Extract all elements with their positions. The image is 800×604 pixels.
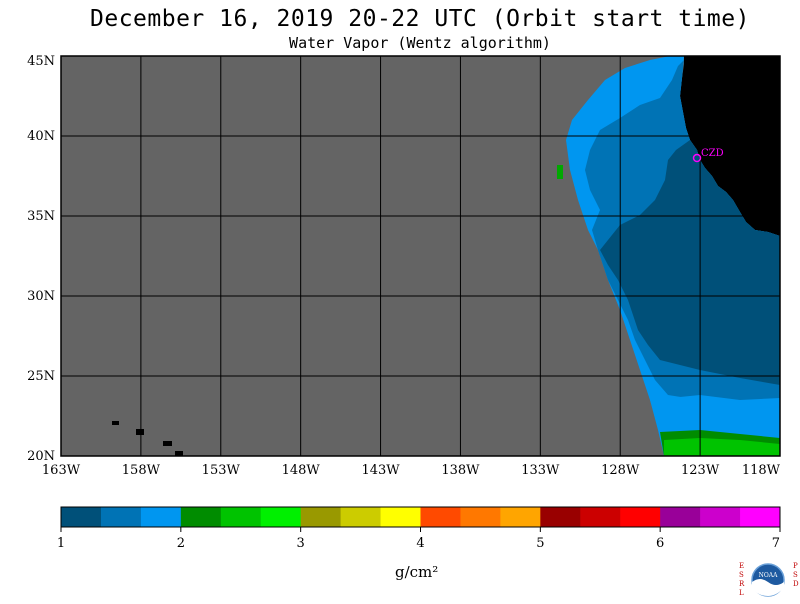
colorbar-tick-label: 5 xyxy=(536,536,544,551)
colorbar-swatch xyxy=(660,507,701,527)
colorbar-swatch xyxy=(460,507,501,527)
colorbar-swatch xyxy=(700,507,741,527)
lat-lon-grid xyxy=(61,56,780,456)
colorbar-ticks: 1 2 3 4 5 6 7 xyxy=(57,527,781,551)
longitude-label: 158W xyxy=(122,463,161,478)
latitude-label: 45N xyxy=(27,54,55,69)
longitude-label: 163W xyxy=(42,463,81,478)
longitude-label: 153W xyxy=(202,463,241,478)
longitude-label: 118W xyxy=(742,463,781,478)
latitude-labels: 45N 40N 35N 30N 25N 20N xyxy=(27,54,55,464)
colorbar-swatch xyxy=(140,507,182,527)
svg-text:NOAA: NOAA xyxy=(759,572,779,579)
colorbar-swatch xyxy=(220,507,262,527)
colorbar-tick-label: 7 xyxy=(772,536,780,551)
colorbar-tick-label: 4 xyxy=(416,536,424,551)
colorbar-swatch xyxy=(100,507,142,527)
longitude-label: 123W xyxy=(681,463,720,478)
colorbar-swatch xyxy=(420,507,461,527)
colorbar xyxy=(60,506,781,528)
colorbar-swatch xyxy=(340,507,382,527)
colorbar-swatch xyxy=(61,507,102,527)
latitude-label: 25N xyxy=(27,369,55,384)
svg-text:PSD: PSD xyxy=(793,562,799,588)
swath-band-light xyxy=(650,395,780,434)
colorbar-swatch xyxy=(300,507,342,527)
station-label: CZD xyxy=(701,148,724,159)
colorbar-swatch xyxy=(540,507,581,527)
map-title: December 16, 2019 20-22 UTC (Orbit start… xyxy=(90,6,750,32)
colorbar-swatch xyxy=(620,507,661,527)
map-subtitle: Water Vapor (Wentz algorithm) xyxy=(289,34,551,52)
latitude-label: 20N xyxy=(27,449,55,464)
colorbar-tick-label: 2 xyxy=(177,536,185,551)
colorbar-tick-label: 1 xyxy=(57,536,65,551)
green-patch xyxy=(557,165,563,179)
swath-green xyxy=(664,438,780,456)
latitude-label: 30N xyxy=(27,289,55,304)
colorbar-swatch xyxy=(260,507,302,527)
colorbar-tick-label: 6 xyxy=(656,536,664,551)
colorbar-swatch xyxy=(580,507,621,527)
latitude-label: 40N xyxy=(27,129,55,144)
colorbar-swatch xyxy=(180,507,222,527)
swath-dark-blue xyxy=(600,140,780,385)
longitude-label: 148W xyxy=(282,463,321,478)
latitude-label: 35N xyxy=(27,209,55,224)
map-border xyxy=(60,55,781,457)
hawaiian-islands xyxy=(112,421,183,456)
colorbar-swatch xyxy=(740,507,781,527)
station-marker-icon xyxy=(692,153,702,163)
colorbar-swatch xyxy=(500,507,541,527)
longitude-label: 138W xyxy=(441,463,480,478)
colorbar-swatch xyxy=(380,507,421,527)
land-mass xyxy=(680,56,780,236)
longitude-label: 143W xyxy=(361,463,400,478)
longitude-labels: 163W 158W 153W 148W 143W 138W 133W 128W 123W 118W xyxy=(42,463,781,478)
longitude-label: 128W xyxy=(601,463,640,478)
colorbar-tick-label: 3 xyxy=(297,536,305,551)
longitude-label: 133W xyxy=(521,463,560,478)
colorbar-unit: g/cm² xyxy=(395,563,439,581)
